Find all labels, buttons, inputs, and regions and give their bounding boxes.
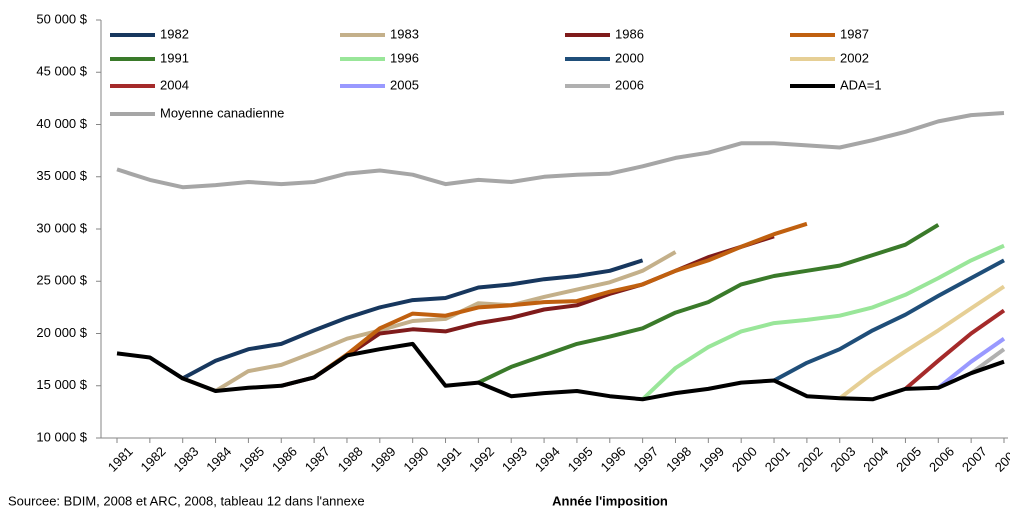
series-line [181, 250, 677, 393]
series-line [312, 221, 808, 380]
legend-label: 2002 [840, 50, 869, 65]
x-tick-label: 1999 [696, 444, 727, 475]
x-tick-label: 1998 [663, 444, 694, 475]
series-line [773, 258, 1005, 383]
x-tick-label: 1996 [597, 444, 628, 475]
x-tick-label: 2005 [893, 444, 924, 475]
x-tick-label: 1982 [138, 444, 169, 475]
legend-label: 1991 [160, 50, 189, 65]
legend-label: 1987 [840, 26, 869, 41]
x-tick-label: 2001 [762, 444, 793, 475]
y-tick-label: 10 000 $ [36, 429, 87, 444]
legend-label: Moyenne canadienne [160, 105, 284, 120]
series-line [148, 258, 644, 381]
x-tick-label: 2002 [795, 444, 826, 475]
y-tick-label: 35 000 $ [36, 168, 87, 183]
x-tick-label: 1985 [236, 444, 267, 475]
x-tick-label: 1990 [400, 444, 431, 475]
x-tick-label: 1981 [105, 444, 136, 475]
legend-label: ADA=1 [840, 77, 882, 92]
x-tick-label: 1994 [532, 444, 563, 475]
x-tick-label: 2008 [992, 444, 1010, 475]
legend-label: 2000 [615, 50, 644, 65]
x-tick-label: 2000 [729, 444, 760, 475]
y-tick-label: 25 000 $ [36, 273, 87, 288]
x-tick-label: 2004 [860, 444, 891, 475]
y-tick-label: 15 000 $ [36, 377, 87, 392]
series-line [116, 111, 1005, 190]
x-tick-label: 1993 [499, 444, 530, 475]
series-line [280, 234, 775, 388]
legend-label: 1986 [615, 26, 644, 41]
x-tick-label: 1987 [302, 444, 333, 475]
x-tick-label: 1988 [335, 444, 366, 475]
series-line [838, 284, 1006, 400]
y-tick-label: 50 000 $ [36, 11, 87, 26]
x-tick-label: 2006 [926, 444, 957, 475]
x-tick-label: 1995 [565, 444, 596, 475]
source-note: Sourcee: BDIM, 2008 et ARC, 2008, tablea… [8, 493, 365, 508]
series-line [641, 243, 1005, 401]
series-line [904, 308, 1006, 391]
legend-label: 2006 [615, 77, 644, 92]
series-line [477, 223, 940, 385]
x-tick-label: 2007 [959, 444, 990, 475]
x-tick-label: 1986 [269, 444, 300, 475]
x-tick-label: 1983 [170, 444, 201, 475]
x-tick-label: 2003 [827, 444, 858, 475]
x-tick-label: 1992 [466, 444, 497, 475]
x-tick-label: 1991 [433, 444, 464, 475]
series-line [937, 337, 1006, 390]
legend-label: 1983 [390, 26, 419, 41]
x-tick-label: 1984 [203, 444, 234, 475]
series-line [116, 341, 1005, 402]
y-tick-label: 45 000 $ [36, 64, 87, 79]
x-tick-label: 1989 [368, 444, 399, 475]
y-tick-label: 30 000 $ [36, 220, 87, 235]
y-tick-label: 20 000 $ [36, 325, 87, 340]
x-axis-title: Année l'imposition [552, 493, 668, 508]
legend-label: 1982 [160, 26, 189, 41]
legend-label: 1996 [390, 50, 419, 65]
legend-label: 2004 [160, 77, 189, 92]
x-tick-label: 1997 [630, 444, 661, 475]
legend-label: 2005 [390, 77, 419, 92]
y-tick-label: 40 000 $ [36, 116, 87, 131]
